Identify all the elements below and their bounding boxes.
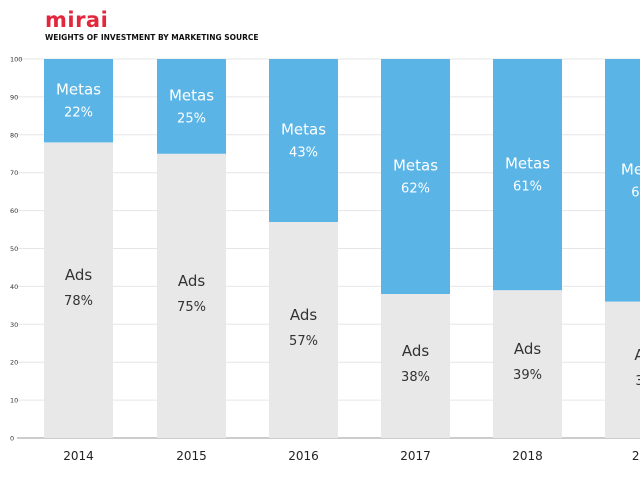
x-tick-label: 2017 <box>400 449 431 463</box>
bar-ads-2017 <box>381 293 450 438</box>
chart-subtitle: WEIGHTS OF INVESTMENT BY MARKETING SOURC… <box>45 33 259 42</box>
bar-metas-2016 <box>269 59 338 222</box>
ads-series-label: Ads <box>514 340 542 358</box>
y-tick-label: 70 <box>10 169 18 177</box>
metas-series-label: Metas <box>56 81 101 99</box>
metas-series-label: Metas <box>393 156 438 174</box>
bar-metas-2015 <box>157 59 226 154</box>
metas-data-label: 61% <box>513 180 542 195</box>
y-tick-label: 90 <box>10 93 18 101</box>
y-tick-label: 50 <box>10 245 18 253</box>
x-tick-label: 2015 <box>176 449 207 463</box>
bar-metas-2014 <box>44 59 113 143</box>
y-tick-label: 30 <box>10 321 18 329</box>
bar-ads-2019 <box>605 301 640 438</box>
metas-series-label: Metas <box>281 120 326 138</box>
bar-ads-2016 <box>269 221 338 438</box>
bar-metas-2018 <box>493 59 562 291</box>
ads-series-label: Ads <box>65 266 93 284</box>
ads-series-label: Ads <box>290 306 318 324</box>
y-tick-label: 100 <box>10 56 22 64</box>
metas-data-label: 64 <box>631 185 640 200</box>
bar-metas-2019 <box>605 59 640 302</box>
ads-data-label: 39% <box>513 368 542 383</box>
ads-data-label: 38% <box>401 370 430 385</box>
y-tick-label: 60 <box>10 207 18 215</box>
metas-data-label: 22% <box>64 106 93 121</box>
ads-series-label: Ads <box>402 342 430 360</box>
metas-series-label: Metas <box>505 155 550 173</box>
bar-metas-2017 <box>381 59 450 294</box>
x-tick-label: 2016 <box>288 449 319 463</box>
ads-data-label: 75% <box>177 300 206 315</box>
ads-data-label: 57% <box>289 334 318 349</box>
bar-ads-2015 <box>157 153 226 438</box>
y-tick-label: 0 <box>10 435 14 443</box>
y-tick-label: 80 <box>10 131 18 139</box>
y-tick-label: 40 <box>10 283 18 291</box>
bar-ads-2014 <box>44 142 113 438</box>
x-tick-label: 2018 <box>512 449 543 463</box>
metas-series-label: Metas <box>169 86 214 104</box>
brand-logo: mirai <box>45 8 109 32</box>
metas-data-label: 25% <box>177 111 206 126</box>
ads-data-label: 3 <box>635 374 640 389</box>
x-tick-label: 20 <box>632 449 640 463</box>
x-tick-label: 2014 <box>63 449 94 463</box>
bar-ads-2018 <box>493 290 562 438</box>
metas-series-label: Meta <box>621 160 640 178</box>
y-tick-label: 10 <box>10 397 18 405</box>
metas-data-label: 43% <box>289 145 318 160</box>
y-tick-label: 20 <box>10 359 18 367</box>
metas-data-label: 62% <box>401 181 430 196</box>
ads-series-label: Ads <box>178 272 206 290</box>
ads-series-label: A <box>634 346 640 364</box>
ads-data-label: 78% <box>64 294 93 309</box>
